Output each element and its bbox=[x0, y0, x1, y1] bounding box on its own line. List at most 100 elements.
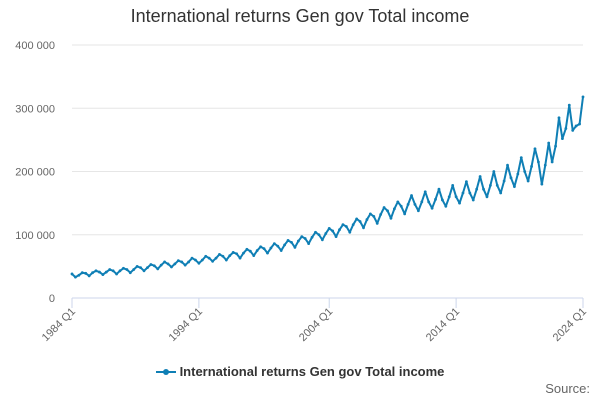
data-point[interactable] bbox=[84, 271, 88, 275]
data-point[interactable] bbox=[447, 195, 451, 199]
data-point[interactable] bbox=[420, 200, 424, 204]
data-point[interactable] bbox=[211, 259, 215, 263]
data-point[interactable] bbox=[279, 249, 283, 252]
data-point[interactable] bbox=[324, 232, 328, 235]
data-point[interactable] bbox=[506, 163, 509, 167]
data-point[interactable] bbox=[207, 256, 211, 260]
data-point[interactable] bbox=[468, 191, 472, 195]
data-point[interactable] bbox=[437, 187, 441, 191]
data-point[interactable] bbox=[365, 218, 369, 221]
data-point[interactable] bbox=[550, 160, 554, 164]
data-point[interactable] bbox=[348, 230, 352, 234]
data-point[interactable] bbox=[489, 184, 492, 187]
data-point[interactable] bbox=[502, 179, 506, 183]
data-point[interactable] bbox=[495, 184, 499, 187]
data-point[interactable] bbox=[516, 172, 520, 176]
data-point[interactable] bbox=[255, 249, 259, 252]
data-point[interactable] bbox=[149, 263, 153, 266]
data-point[interactable] bbox=[492, 170, 496, 173]
data-point[interactable] bbox=[454, 195, 458, 199]
data-point[interactable] bbox=[139, 266, 142, 270]
data-point[interactable] bbox=[320, 238, 324, 242]
data-point[interactable] bbox=[231, 251, 235, 254]
data-point[interactable] bbox=[403, 212, 407, 216]
data-point[interactable] bbox=[283, 243, 287, 247]
data-point[interactable] bbox=[269, 246, 273, 250]
data-point[interactable] bbox=[379, 213, 383, 216]
data-point[interactable] bbox=[242, 251, 245, 255]
data-point[interactable] bbox=[485, 195, 489, 199]
data-point[interactable] bbox=[578, 122, 581, 126]
data-point[interactable] bbox=[410, 194, 413, 197]
data-point[interactable] bbox=[111, 269, 115, 273]
data-point[interactable] bbox=[122, 266, 125, 270]
data-point[interactable] bbox=[571, 128, 575, 132]
data-point[interactable] bbox=[533, 147, 537, 151]
data-point[interactable] bbox=[152, 264, 156, 268]
data-point[interactable] bbox=[200, 258, 204, 262]
data-point[interactable] bbox=[513, 185, 516, 189]
data-point[interactable] bbox=[173, 262, 177, 266]
data-point[interactable] bbox=[77, 273, 81, 277]
data-point[interactable] bbox=[461, 191, 465, 195]
data-point[interactable] bbox=[465, 180, 468, 184]
data-point[interactable] bbox=[135, 264, 139, 268]
data-point[interactable] bbox=[252, 254, 256, 258]
data-point[interactable] bbox=[218, 252, 221, 256]
data-point[interactable] bbox=[567, 103, 571, 107]
data-point[interactable] bbox=[176, 259, 180, 263]
data-point[interactable] bbox=[434, 197, 437, 201]
series-line[interactable] bbox=[71, 96, 584, 279]
data-point[interactable] bbox=[228, 254, 232, 258]
data-point[interactable] bbox=[245, 247, 249, 251]
data-point[interactable] bbox=[389, 216, 393, 220]
data-point[interactable] bbox=[543, 163, 547, 167]
data-point[interactable] bbox=[293, 246, 297, 249]
data-point[interactable] bbox=[399, 204, 403, 208]
data-point[interactable] bbox=[156, 267, 160, 271]
data-point[interactable] bbox=[458, 201, 461, 205]
data-point[interactable] bbox=[519, 156, 523, 159]
data-point[interactable] bbox=[561, 137, 564, 141]
data-point[interactable] bbox=[413, 202, 417, 206]
data-point[interactable] bbox=[132, 268, 136, 271]
data-point[interactable] bbox=[314, 230, 317, 234]
data-point[interactable] bbox=[386, 209, 389, 213]
data-point[interactable] bbox=[444, 204, 448, 208]
data-point[interactable] bbox=[537, 160, 540, 164]
data-point[interactable] bbox=[163, 260, 167, 264]
data-point[interactable] bbox=[146, 266, 149, 270]
data-point[interactable] bbox=[142, 269, 146, 273]
data-point[interactable] bbox=[557, 116, 561, 120]
data-point[interactable] bbox=[98, 270, 101, 274]
data-point[interactable] bbox=[286, 239, 290, 242]
data-point[interactable] bbox=[416, 209, 420, 213]
data-point[interactable] bbox=[392, 207, 396, 211]
data-point[interactable] bbox=[499, 191, 503, 195]
data-point[interactable] bbox=[300, 235, 304, 239]
data-point[interactable] bbox=[564, 127, 568, 130]
data-point[interactable] bbox=[180, 260, 184, 264]
data-point[interactable] bbox=[440, 198, 444, 202]
data-point[interactable] bbox=[574, 124, 578, 128]
data-point[interactable] bbox=[307, 242, 311, 246]
data-point[interactable] bbox=[317, 233, 321, 237]
data-point[interactable] bbox=[547, 141, 551, 145]
data-point[interactable] bbox=[128, 271, 132, 275]
data-point[interactable] bbox=[70, 272, 74, 276]
data-point[interactable] bbox=[351, 223, 355, 227]
data-point[interactable] bbox=[166, 262, 170, 266]
data-point[interactable] bbox=[266, 251, 269, 255]
data-point[interactable] bbox=[259, 245, 263, 249]
data-point[interactable] bbox=[375, 221, 379, 225]
data-point[interactable] bbox=[125, 268, 129, 271]
data-point[interactable] bbox=[396, 200, 400, 204]
data-point[interactable] bbox=[451, 184, 455, 187]
data-point[interactable] bbox=[183, 263, 187, 267]
data-point[interactable] bbox=[104, 270, 108, 274]
data-point[interactable] bbox=[272, 242, 276, 246]
data-point[interactable] bbox=[87, 274, 91, 278]
data-point[interactable] bbox=[159, 263, 163, 267]
data-point[interactable] bbox=[170, 265, 173, 269]
data-point[interactable] bbox=[327, 227, 331, 230]
